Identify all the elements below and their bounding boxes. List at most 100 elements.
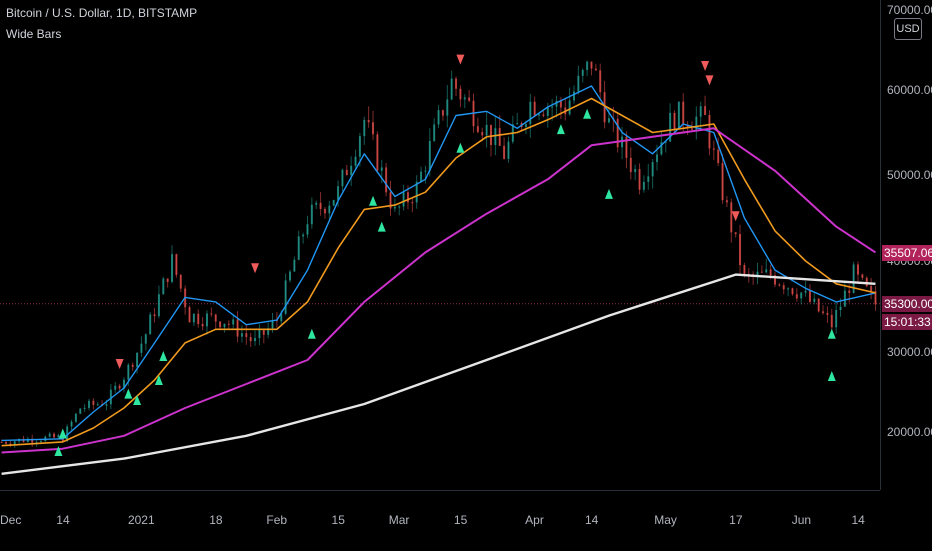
candle-body: [734, 232, 737, 235]
candle-body: [581, 69, 584, 76]
candle-body: [385, 167, 388, 193]
indicator-legend[interactable]: Wide Bars: [6, 27, 62, 41]
candle-body: [717, 149, 720, 164]
candle-body: [542, 114, 545, 116]
candle-body: [398, 206, 401, 208]
candle-body: [555, 100, 558, 107]
candle-body: [232, 319, 235, 325]
price-chart[interactable]: [0, 0, 880, 490]
candle-body: [254, 338, 257, 342]
candle-body: [271, 320, 274, 329]
candle-body: [756, 271, 759, 277]
candle-body: [188, 307, 191, 323]
candle-body: [690, 128, 693, 130]
candle-body: [280, 313, 283, 322]
candle-body: [240, 333, 243, 337]
candle-body: [323, 208, 326, 214]
candle-body: [739, 234, 742, 266]
candle-body: [822, 311, 825, 314]
candle-body: [852, 264, 855, 293]
candle-body: [481, 131, 484, 136]
candle-body: [843, 290, 846, 307]
candle-body: [538, 114, 541, 116]
candle-body: [157, 294, 160, 317]
candle-body: [114, 385, 117, 390]
candle-body: [389, 192, 392, 209]
candle-body: [144, 334, 147, 344]
candle-body: [524, 124, 527, 128]
candle-body: [118, 385, 121, 389]
candle-body: [712, 148, 715, 150]
candle-body: [695, 116, 698, 130]
candle-body: [363, 119, 366, 137]
currency-button[interactable]: USD: [894, 18, 922, 40]
candle-body: [817, 298, 820, 312]
candle-body: [865, 277, 868, 287]
candle-body: [468, 97, 471, 101]
candle-body: [380, 167, 383, 171]
candle-body: [826, 313, 829, 315]
candle-body: [227, 323, 230, 325]
candle-body: [669, 112, 672, 142]
candle-body: [214, 314, 217, 322]
time-tick-label: 14: [851, 513, 865, 527]
candle-body: [874, 291, 877, 305]
candle-body: [9, 443, 12, 445]
candle-body: [559, 100, 562, 108]
time-axis[interactable]: Dec 14 2021 18 Feb 15 Mar 15 Apr 14 May 17 Jun 14: [0, 490, 880, 551]
candle-body: [476, 126, 479, 132]
candle-body: [455, 78, 458, 89]
candle-body: [441, 110, 444, 116]
candle-body: [297, 236, 300, 260]
candle-body: [66, 426, 69, 442]
candle-body: [393, 206, 396, 209]
candle-body: [677, 101, 680, 130]
buy-signal-marker: [827, 328, 836, 339]
candle-body: [289, 271, 291, 281]
slow-ma-line: [1, 127, 877, 454]
candle-body: [664, 141, 667, 143]
candle-body: [179, 274, 182, 289]
candle-body: [577, 75, 580, 92]
candle-body: [341, 169, 344, 187]
candle-body: [529, 101, 532, 125]
candle-body: [673, 112, 676, 130]
candle-body: [647, 176, 650, 182]
candle-body: [48, 433, 51, 437]
buy-signal-marker: [377, 221, 386, 232]
candle-body: [787, 288, 790, 290]
candle-body: [642, 181, 645, 190]
candle-body: [437, 110, 440, 125]
ema-price-tag: 35507.06: [882, 245, 932, 261]
candle-body: [306, 224, 309, 235]
candle-body: [105, 404, 108, 406]
buy-signal-marker: [159, 351, 168, 361]
candle-body: [743, 265, 746, 274]
candle-body: [800, 292, 803, 299]
candle-body: [197, 313, 200, 324]
candle-body: [494, 128, 497, 145]
candle-body: [5, 441, 7, 444]
candle-body: [57, 435, 60, 438]
candle-body: [302, 234, 305, 237]
candle-body: [808, 290, 811, 302]
candle-body: [503, 145, 506, 159]
price-axis[interactable]: 70000.0060000.0050000.0040000.0030000.00…: [880, 0, 932, 490]
candle-body: [795, 294, 798, 299]
candle-body: [328, 205, 331, 214]
candle-body: [131, 364, 134, 367]
price-tick-label: 50000.00: [887, 168, 932, 182]
candle-body: [625, 136, 628, 158]
mid-ma-line: [1, 97, 876, 447]
candle-body: [210, 313, 213, 315]
candle-body: [166, 278, 169, 282]
candle-body: [848, 290, 851, 293]
last-price-tag: 35300.00: [882, 296, 932, 312]
candle-body: [830, 314, 833, 328]
candle-body: [699, 106, 702, 117]
sell-signal-marker: [701, 61, 710, 71]
symbol-legend[interactable]: Bitcoin / U.S. Dollar, 1D, BITSTAMP: [6, 6, 198, 20]
long-ma-line: [1, 273, 876, 475]
buy-signal-marker: [827, 371, 836, 381]
candle-body: [350, 165, 353, 176]
